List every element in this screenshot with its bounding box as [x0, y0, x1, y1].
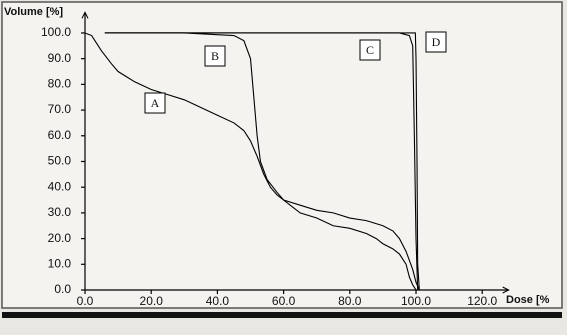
y-axis-arrow [81, 11, 89, 19]
x-tick-label: 120.0 [467, 294, 497, 308]
series-label-box [359, 39, 381, 61]
y-tick-label: 100.0 [41, 25, 71, 39]
series-label-box [144, 92, 166, 114]
y-axis-label: Volume [%] [4, 6, 63, 18]
x-tick-label: 0.0 [77, 294, 94, 308]
y-tick-label: 70.0 [48, 102, 72, 116]
y-tick-label: 40.0 [48, 179, 72, 193]
series-label: D [432, 35, 441, 49]
x-tick-label: 80.0 [338, 294, 362, 308]
y-tick-label: 0.0 [54, 282, 71, 296]
series-line [104, 32, 420, 291]
y-tick-label: 50.0 [48, 154, 72, 168]
series-label-box [425, 31, 447, 53]
x-tick-label: 20.0 [140, 294, 164, 308]
x-tick-label: 60.0 [272, 294, 296, 308]
y-tick-label: 80.0 [48, 77, 72, 91]
series-line [104, 32, 417, 291]
x-tick-label: 100.0 [401, 294, 431, 308]
series-label: C [366, 43, 374, 57]
y-tick-label: 90.0 [48, 51, 72, 65]
y-tick-label: 20.0 [48, 231, 72, 245]
bottom-bar [2, 312, 562, 318]
frame [1, 1, 563, 309]
series-label: A [151, 96, 160, 110]
series-line [84, 32, 420, 291]
series-label: B [211, 49, 219, 63]
x-axis-label: Dose [% [506, 294, 550, 306]
y-tick-label: 30.0 [48, 205, 72, 219]
x-tick-label: 40.0 [206, 294, 230, 308]
y-tick-label: 60.0 [48, 128, 72, 142]
x-axis-arrow [502, 286, 510, 294]
series-label-box [204, 45, 226, 67]
y-tick-label: 10.0 [48, 256, 72, 270]
